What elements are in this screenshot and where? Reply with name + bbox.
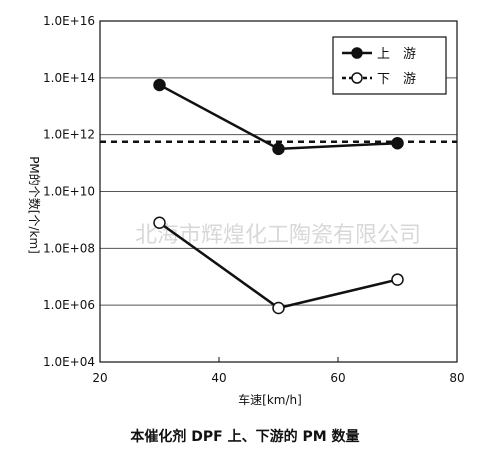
data-point-downstream: [153, 216, 166, 230]
x-axis-ticks: 20 40 60 80: [92, 357, 465, 385]
y-tick-label: 1.0E+16: [43, 14, 95, 28]
data-point-downstream: [272, 301, 285, 315]
legend-marker-downstream: [351, 72, 363, 84]
data-point-upstream: [391, 136, 404, 150]
y-tick-label: 1.0E+04: [43, 355, 95, 369]
x-axis-label: 车速[km/h]: [238, 392, 302, 407]
legend-label-upstream: 上 游: [377, 47, 416, 62]
legend: 上 游 下 游: [332, 36, 447, 95]
x-tick-label: 60: [330, 371, 345, 385]
watermark: 北海市辉煌化工陶瓷有限公司: [135, 223, 421, 248]
y-tick-label: 1.0E+08: [43, 241, 95, 255]
data-point-upstream: [272, 142, 285, 156]
y-tick-label: 1.0E+12: [43, 128, 95, 142]
data-point-upstream: [153, 78, 166, 92]
y-axis-label: PM的个数[个/km]: [27, 156, 42, 254]
data-point-downstream: [391, 273, 404, 286]
legend-box: [332, 36, 447, 95]
y-axis-ticks: 1.0E+04 1.0E+06 1.0E+08 1.0E+10 1.0E+12 1.0E+…: [43, 14, 95, 369]
y-tick-label: 1.0E+10: [43, 185, 95, 199]
legend-marker-upstream: [351, 47, 363, 59]
series-layer: [153, 78, 404, 315]
plot-frame: [99, 20, 458, 363]
x-tick-label: 80: [449, 371, 464, 385]
figure-caption: 本催化剂 DPF 上、下游的 PM 数量: [130, 428, 359, 445]
y-tick-label: 1.0E+14: [43, 71, 95, 85]
legend-label-downstream: 下 游: [377, 72, 416, 87]
y-tick-label: 1.0E+06: [43, 298, 95, 312]
x-tick-label: 40: [211, 371, 226, 385]
x-tick-label: 20: [92, 371, 107, 385]
